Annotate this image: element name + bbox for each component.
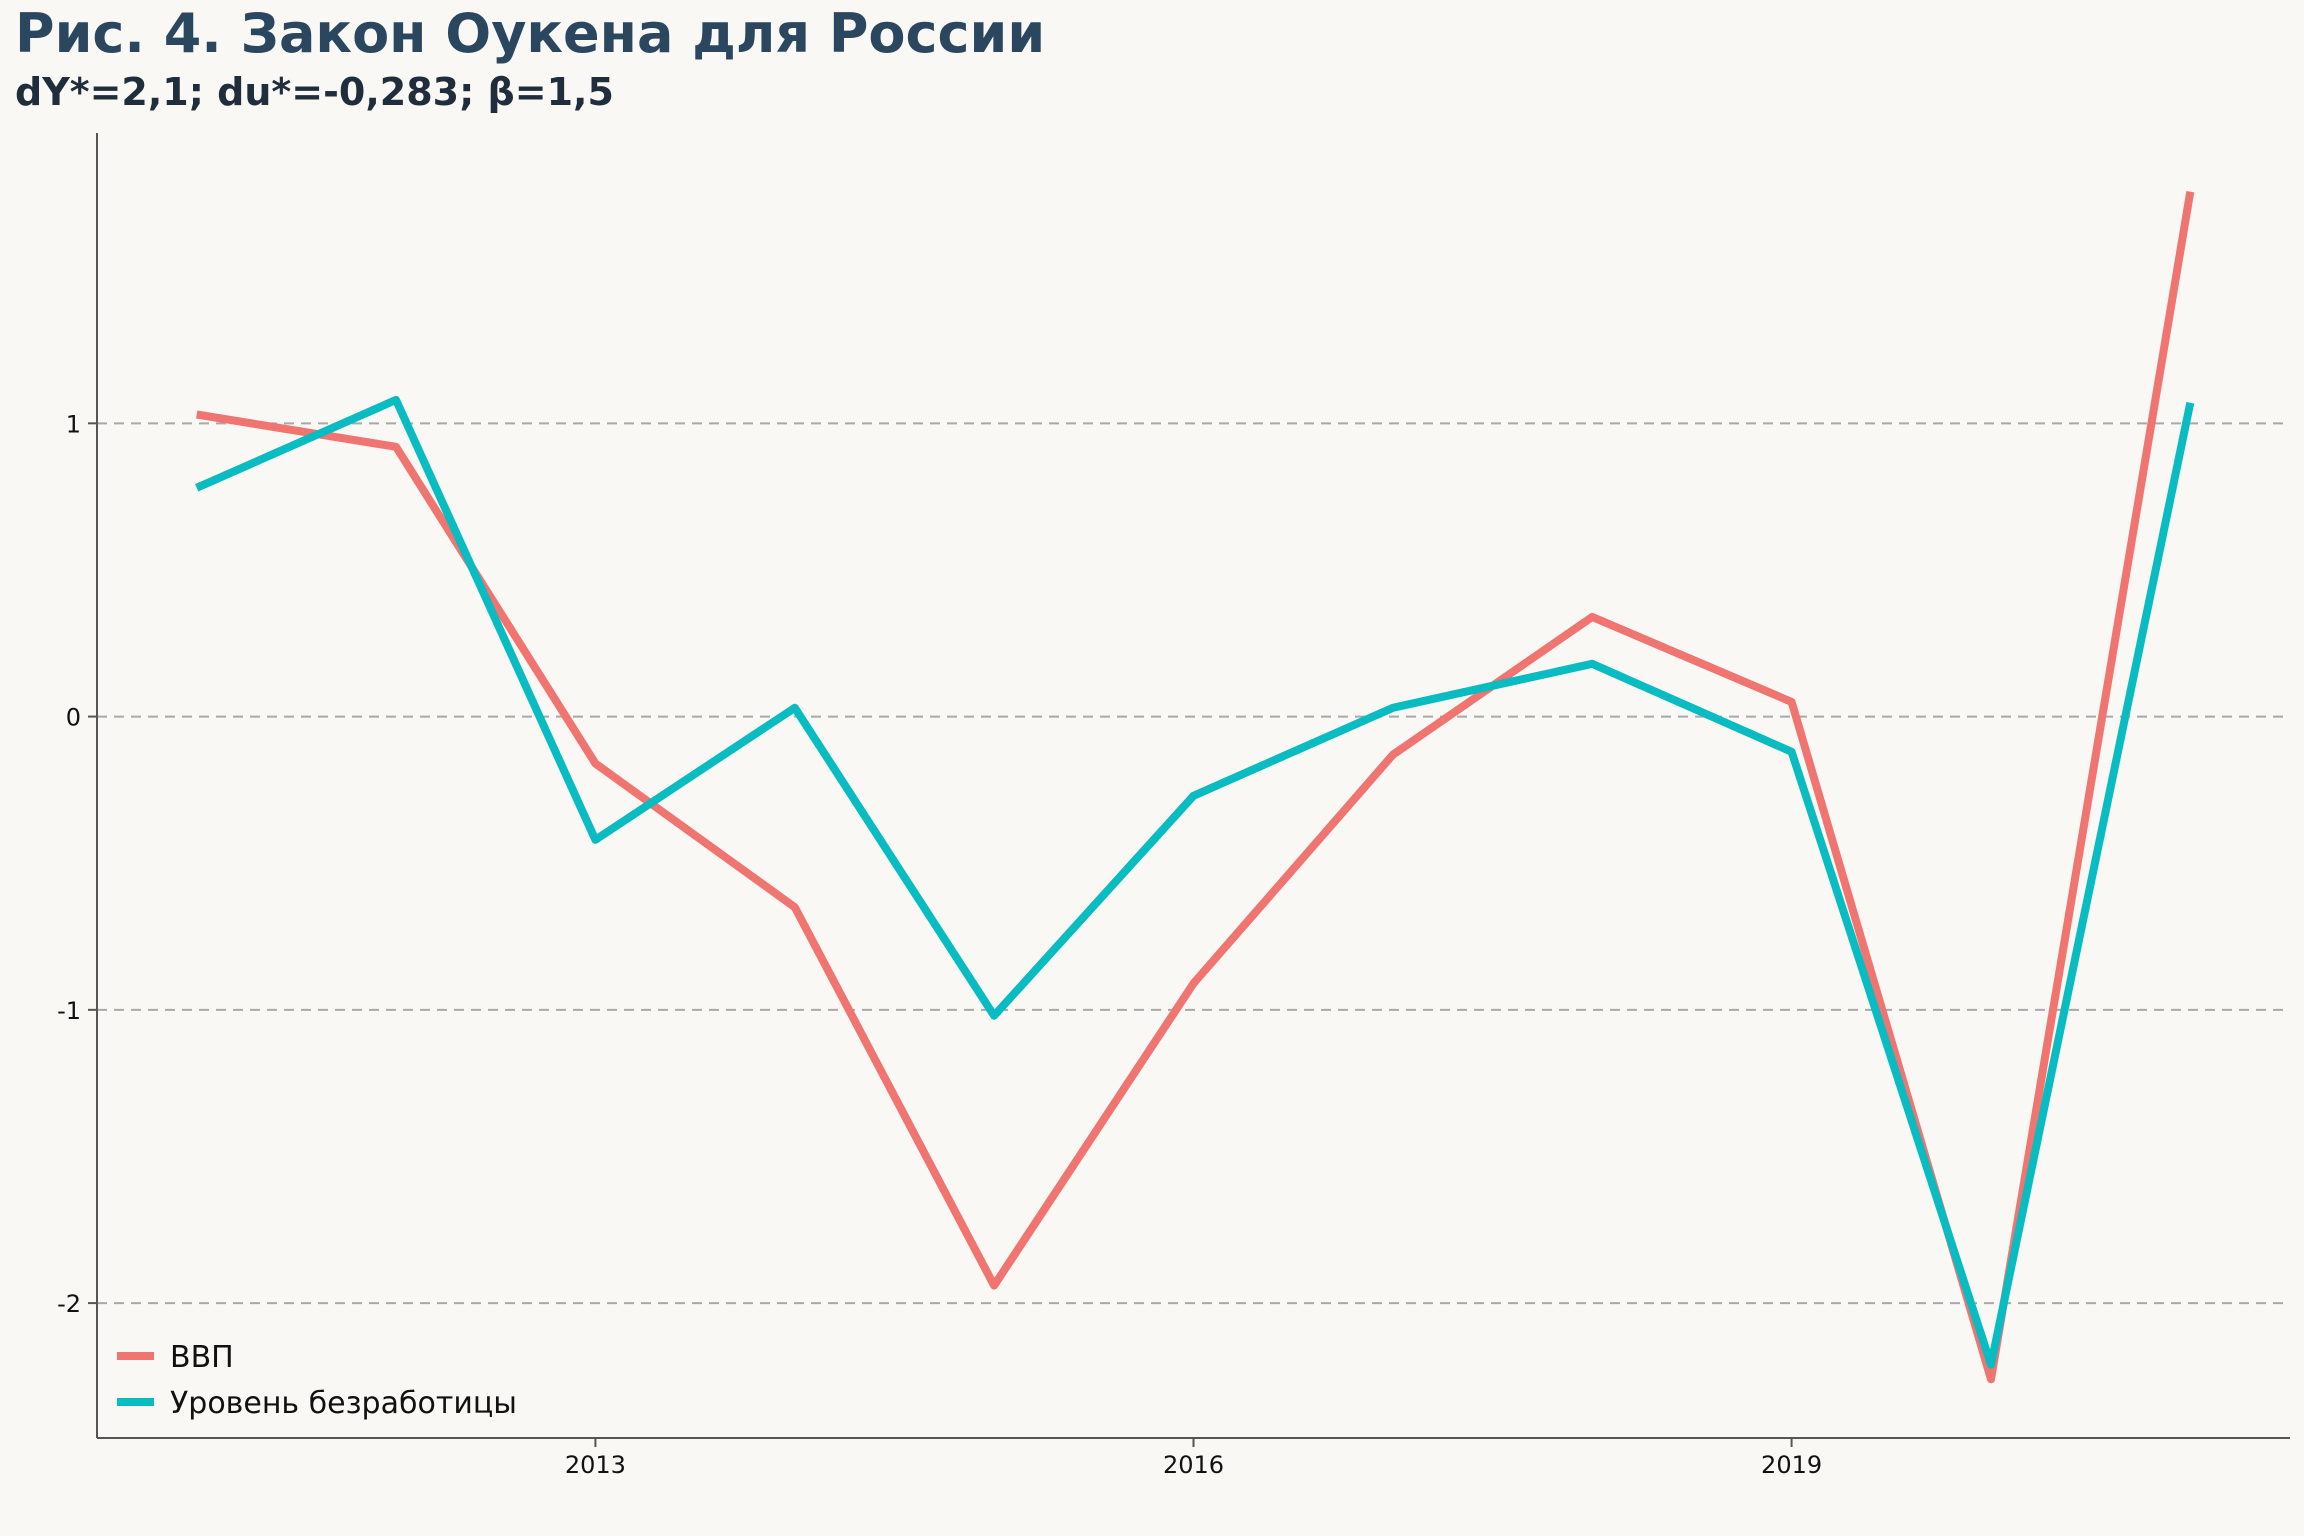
x-tick-label: 2016 xyxy=(1163,1451,1224,1479)
series-line-gdp xyxy=(196,191,2195,1384)
legend-label: Уровень безработицы xyxy=(170,1386,517,1421)
y-tick-label: -1 xyxy=(57,997,81,1025)
chart-subtitle: dY*=2,1; du*=-0,283; β=1,5 xyxy=(15,70,614,114)
x-tick-label: 2013 xyxy=(565,1451,626,1479)
y-tick-label: -2 xyxy=(57,1290,81,1318)
chart-title: Рис. 4. Закон Оукена для России xyxy=(15,2,1046,65)
y-tick-label: 1 xyxy=(66,410,81,438)
series-line-unemployment xyxy=(195,395,2195,1369)
x-tick-label: 2019 xyxy=(1761,1451,1822,1479)
legend-label: ВВП xyxy=(170,1340,234,1375)
y-tick-label: 0 xyxy=(66,704,81,732)
